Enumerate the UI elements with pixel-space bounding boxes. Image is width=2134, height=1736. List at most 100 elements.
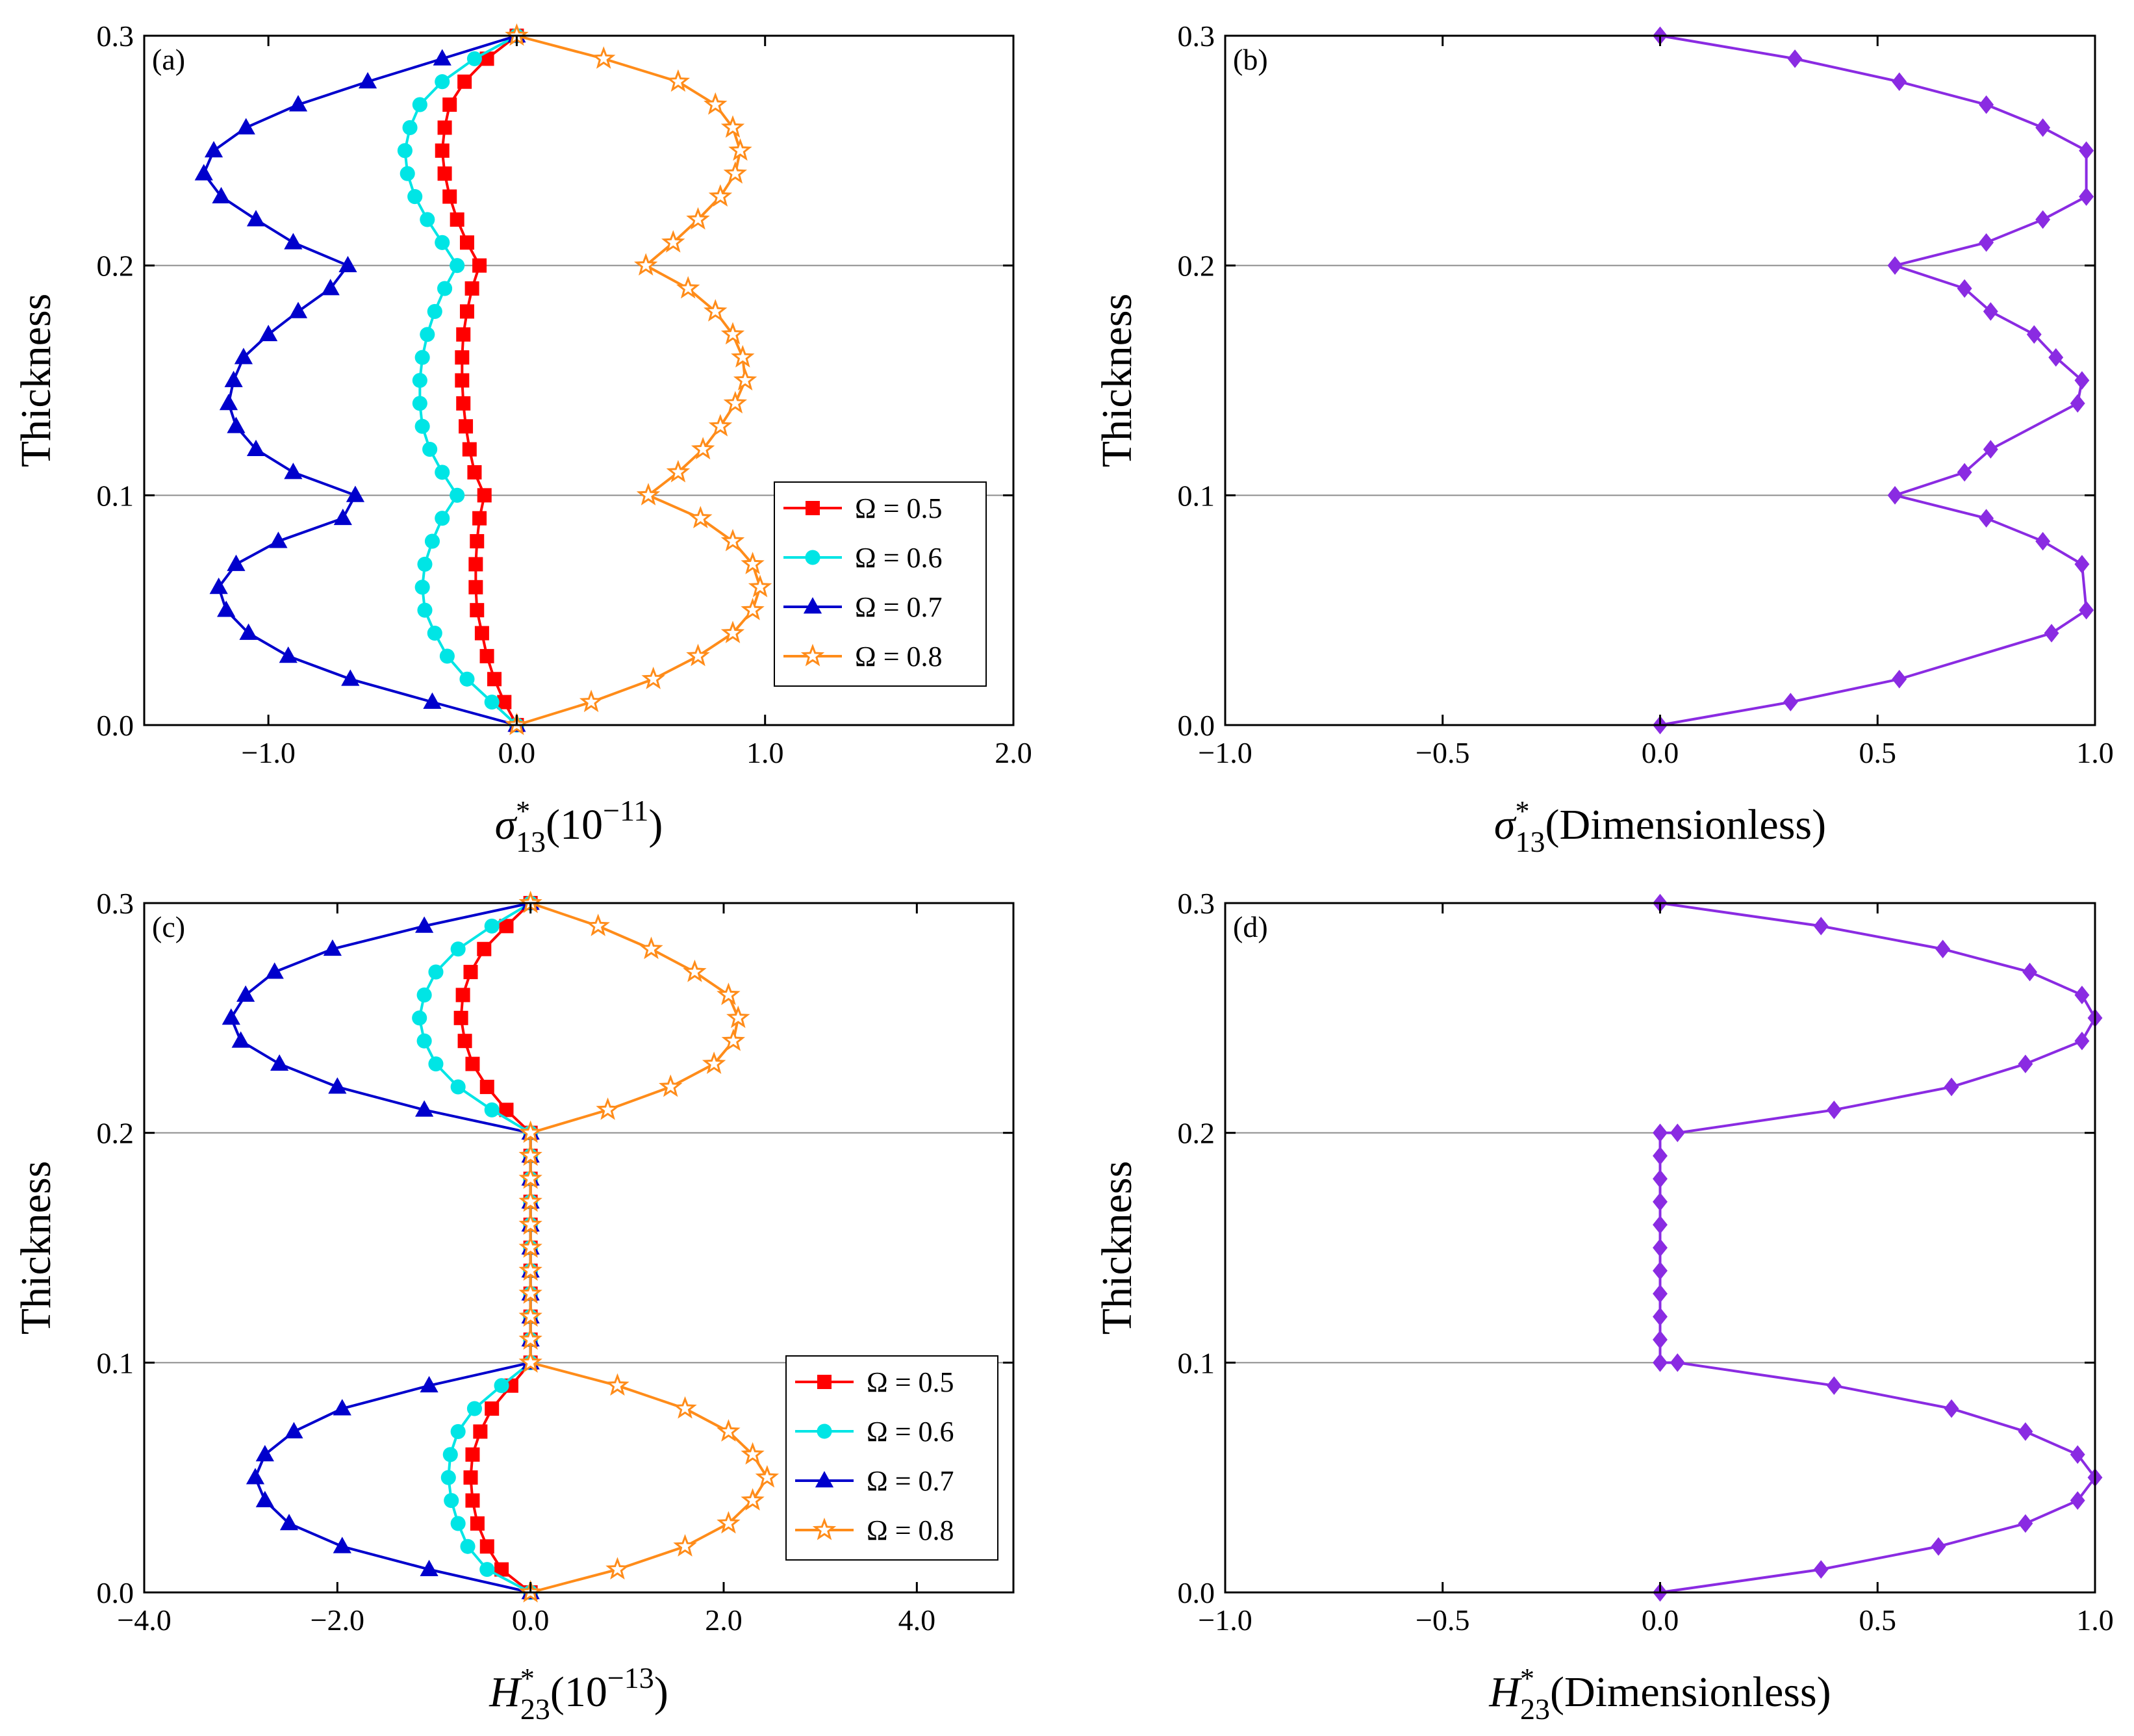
x-tick-label: −2.0 bbox=[311, 1603, 364, 1637]
data-point bbox=[402, 120, 418, 136]
data-point bbox=[2070, 394, 2085, 413]
data-point bbox=[255, 1490, 274, 1507]
data-point bbox=[717, 982, 741, 1005]
x-tick-label: −1.0 bbox=[241, 736, 295, 769]
data-point bbox=[1826, 1376, 1842, 1395]
data-point bbox=[484, 695, 500, 710]
data-point bbox=[428, 1056, 444, 1072]
data-point bbox=[2018, 1514, 2033, 1533]
data-point bbox=[720, 620, 745, 644]
data-point bbox=[333, 1399, 351, 1416]
legend-marker bbox=[817, 1375, 832, 1389]
data-point bbox=[284, 233, 303, 249]
data-point bbox=[415, 1100, 434, 1117]
data-point bbox=[468, 580, 483, 594]
x-tick-label: 0.5 bbox=[1859, 1603, 1897, 1637]
y-tick-label: 0.1 bbox=[1178, 1346, 1215, 1379]
data-point bbox=[467, 465, 482, 479]
data-point bbox=[227, 416, 246, 433]
data-point bbox=[433, 49, 451, 66]
data-point bbox=[518, 1212, 542, 1235]
data-point bbox=[412, 372, 427, 389]
legend-label: Ω = 0.7 bbox=[855, 591, 943, 623]
x-tick-label: −4.0 bbox=[117, 1603, 171, 1637]
data-point bbox=[499, 1103, 514, 1117]
data-point bbox=[450, 1516, 466, 1531]
data-point bbox=[2070, 1491, 2085, 1510]
data-point bbox=[415, 916, 434, 933]
x-tick-label: 1.0 bbox=[746, 736, 784, 769]
data-point bbox=[236, 985, 255, 1002]
data-point bbox=[470, 603, 485, 618]
data-point bbox=[416, 1033, 432, 1049]
data-point bbox=[691, 437, 715, 460]
data-point bbox=[1979, 233, 1994, 252]
data-point bbox=[227, 554, 246, 571]
legend-label: Ω = 0.7 bbox=[867, 1465, 954, 1497]
data-point bbox=[1931, 1537, 1946, 1556]
data-point bbox=[487, 672, 502, 687]
data-point bbox=[2079, 187, 2094, 206]
y-tick-label: 0.2 bbox=[1178, 249, 1215, 283]
data-point bbox=[455, 988, 470, 1002]
data-point bbox=[2074, 555, 2090, 574]
data-point bbox=[702, 1051, 726, 1075]
legend-marker bbox=[806, 501, 820, 515]
data-point bbox=[285, 1422, 303, 1438]
x-axis-label: H* 23(Dimensionless) bbox=[1488, 1663, 1831, 1726]
data-point bbox=[1653, 1123, 1668, 1142]
data-point bbox=[1983, 302, 1998, 321]
data-point bbox=[676, 275, 700, 299]
x-label-symbol: σ bbox=[1494, 801, 1517, 849]
data-point bbox=[1826, 1101, 1842, 1119]
data-point bbox=[338, 255, 357, 273]
y-axis-label: Thickness bbox=[1093, 294, 1141, 468]
data-point bbox=[265, 962, 284, 979]
data-point bbox=[661, 230, 685, 253]
x-label-subscript: 23 bbox=[1520, 1692, 1550, 1726]
data-point bbox=[424, 533, 440, 549]
data-point bbox=[518, 1350, 542, 1373]
data-point bbox=[414, 350, 430, 365]
data-point bbox=[1653, 1215, 1668, 1234]
data-point bbox=[428, 964, 444, 980]
data-point bbox=[518, 1120, 542, 1143]
data-point bbox=[1957, 279, 1972, 298]
data-point bbox=[437, 120, 452, 135]
data-point bbox=[1653, 1330, 1668, 1349]
series-line bbox=[202, 34, 518, 726]
data-point bbox=[412, 1010, 427, 1026]
data-point bbox=[472, 511, 487, 526]
legend-label: Ω = 0.6 bbox=[867, 1416, 954, 1448]
data-point bbox=[479, 1079, 494, 1094]
data-point bbox=[420, 1375, 438, 1393]
data-point bbox=[455, 373, 470, 388]
data-point bbox=[459, 419, 474, 434]
data-point bbox=[442, 189, 457, 204]
data-point bbox=[2079, 141, 2094, 160]
y-tick-label: 0.3 bbox=[1178, 887, 1215, 920]
data-point bbox=[470, 1516, 485, 1531]
data-point bbox=[459, 671, 475, 687]
data-point bbox=[2044, 624, 2059, 643]
data-point bbox=[437, 281, 453, 296]
data-point bbox=[231, 1031, 250, 1048]
data-point bbox=[1892, 72, 1907, 92]
data-point bbox=[333, 508, 352, 526]
legend-item: Ω = 0.6 bbox=[783, 542, 943, 574]
data-point bbox=[1887, 256, 1903, 275]
data-point bbox=[666, 459, 691, 483]
data-point bbox=[741, 1488, 765, 1511]
data-point bbox=[484, 918, 500, 934]
y-tick-label: 0.3 bbox=[1178, 19, 1215, 53]
series-line bbox=[229, 902, 532, 1594]
data-point bbox=[194, 164, 213, 181]
data-point bbox=[499, 919, 514, 934]
data-point bbox=[450, 941, 466, 957]
data-point bbox=[485, 1401, 500, 1416]
panel-label: (a) bbox=[152, 43, 185, 76]
data-point bbox=[416, 987, 432, 1003]
data-point bbox=[748, 574, 772, 598]
series-4 bbox=[518, 890, 780, 1603]
